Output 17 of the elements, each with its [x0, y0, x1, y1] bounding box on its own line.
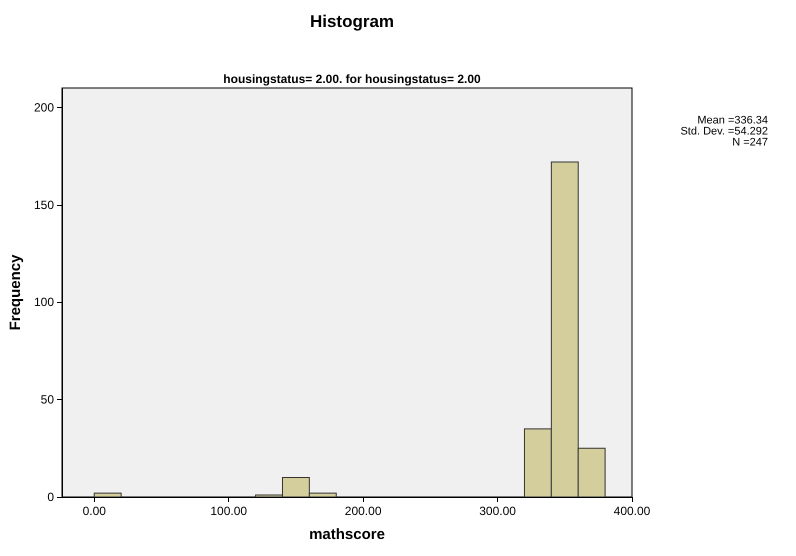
text: N =247: [732, 136, 768, 148]
text: Std. Dev. =54.292: [680, 126, 768, 138]
y-tick-label: 0: [47, 490, 54, 504]
text: Mean =336.34: [697, 114, 768, 126]
y-tick-label: 100: [34, 295, 54, 310]
y-tick-label: 200: [34, 100, 54, 114]
x-axis-title: mathscore: [309, 526, 385, 543]
x-tick-label: 0.00: [82, 504, 106, 518]
y-tick-label: 150: [34, 198, 54, 212]
x-tick-label: 200.00: [344, 504, 382, 518]
y-tick-label: 50: [40, 392, 54, 407]
x-tick-label: 400.00: [614, 504, 651, 518]
x-tick-label: 300.00: [479, 504, 516, 518]
chart-title: Histogram: [310, 12, 394, 31]
x-tick-label: 100.00: [210, 504, 248, 518]
chart-subtitle: housingstatus= 2.00. for housingstatus= 2.00: [223, 72, 482, 86]
y-axis-title: Frequency: [7, 254, 24, 330]
